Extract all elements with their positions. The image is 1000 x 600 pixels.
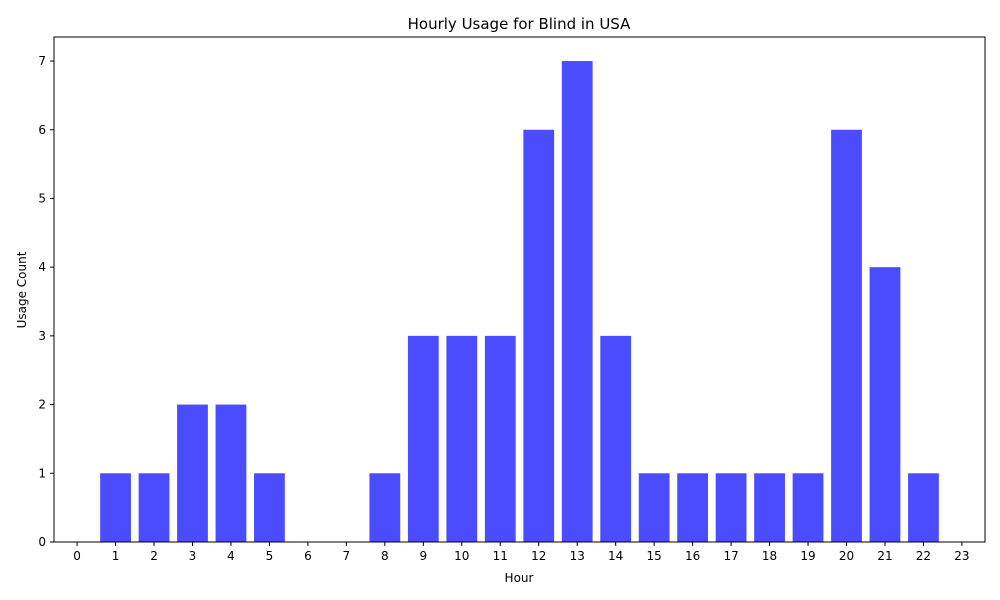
y-tick-label: 0 <box>38 535 46 549</box>
x-tick-label: 14 <box>608 549 623 563</box>
bar-hour-9 <box>407 335 439 542</box>
bars-group <box>100 61 939 543</box>
bar-hour-8 <box>369 473 401 542</box>
x-tick-label: 21 <box>877 549 892 563</box>
bar-hour-2 <box>138 473 170 542</box>
x-tick-label: 9 <box>420 549 428 563</box>
x-tick-label: 10 <box>454 549 469 563</box>
x-tick-label: 4 <box>227 549 235 563</box>
x-tick-label: 17 <box>723 549 738 563</box>
x-tick-label: 19 <box>800 549 815 563</box>
x-tick-label: 5 <box>266 549 274 563</box>
plot-area-frame <box>53 36 986 543</box>
bar-hour-3 <box>177 404 208 542</box>
x-tick-label: 8 <box>381 549 389 563</box>
bar-hour-14 <box>600 335 632 542</box>
y-tick-label: 3 <box>38 329 46 343</box>
bar-hour-15 <box>638 473 670 542</box>
x-tick-label: 6 <box>304 549 312 563</box>
bar-hour-16 <box>677 473 709 542</box>
bar-hour-13 <box>561 61 593 543</box>
bar-hour-5 <box>254 473 285 542</box>
x-axis-ticks: 0 1 2 3 4 5 6 7 8 9 10 11 12 13 14 15 16 17 18 19 20 21 22 23 <box>73 542 970 563</box>
x-tick-label: 11 <box>493 549 508 563</box>
bar-hour-10 <box>446 335 478 542</box>
x-tick-label: 12 <box>531 549 546 563</box>
x-axis-label: Hour <box>505 571 534 585</box>
x-tick-label: 1 <box>112 549 120 563</box>
bar-hour-1 <box>100 473 131 542</box>
y-tick-label: 5 <box>38 191 46 205</box>
y-tick-label: 4 <box>38 260 46 274</box>
y-axis-ticks: 0 1 2 3 4 5 6 7 <box>38 54 54 549</box>
x-tick-label: 23 <box>954 549 969 563</box>
bar-hour-19 <box>792 473 824 542</box>
y-tick-label: 2 <box>38 398 46 412</box>
x-tick-label: 18 <box>762 549 777 563</box>
bar-hour-11 <box>484 335 516 542</box>
chart-title: Hourly Usage for Blind in USA <box>408 15 631 33</box>
x-tick-label: 16 <box>685 549 700 563</box>
bar-hour-18 <box>754 473 785 542</box>
bar-hour-22 <box>908 473 939 542</box>
bar-hour-20 <box>831 129 862 542</box>
bar-hour-12 <box>523 129 555 542</box>
y-tick-label: 1 <box>38 466 46 480</box>
x-tick-label: 13 <box>570 549 585 563</box>
x-tick-label: 0 <box>73 549 81 563</box>
x-tick-label: 20 <box>839 549 854 563</box>
y-axis-label: Usage Count <box>15 251 29 328</box>
x-tick-label: 22 <box>916 549 931 563</box>
x-tick-label: 15 <box>647 549 662 563</box>
x-tick-label: 7 <box>343 549 351 563</box>
y-tick-label: 6 <box>38 123 46 137</box>
bar-hour-21 <box>869 267 901 542</box>
x-tick-label: 3 <box>189 549 197 563</box>
x-tick-label: 2 <box>150 549 158 563</box>
y-tick-label: 7 <box>38 54 46 68</box>
bar-hour-17 <box>715 473 747 542</box>
bar-hour-4 <box>215 404 247 542</box>
